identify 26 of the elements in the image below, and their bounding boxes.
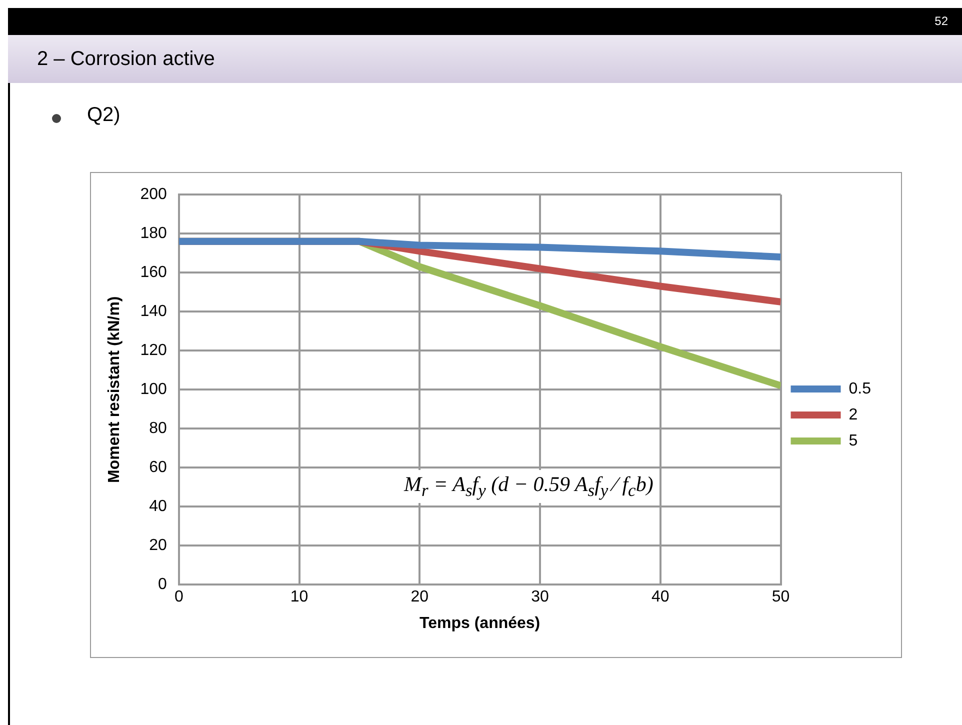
x-tick-label: 50 — [772, 588, 790, 606]
x-tick-label: 0 — [174, 588, 184, 606]
y-tick-label: 200 — [140, 186, 167, 204]
x-tick-label: 30 — [531, 588, 550, 606]
text: 52 — [934, 14, 948, 28]
y-tick-label: 100 — [140, 381, 167, 398]
y-tick-label: 80 — [149, 420, 167, 438]
y-axis-title: Moment resistant (kN/m) — [106, 296, 124, 483]
x-tick-label: 40 — [651, 588, 670, 606]
x-tick-label: 20 — [410, 588, 429, 606]
x-tick-label: 10 — [290, 588, 308, 606]
chart-title: 2 – Corrosion active — [37, 48, 215, 71]
y-tick-label: 40 — [149, 498, 167, 516]
legend-label: 5 — [848, 432, 858, 450]
text: M$_{r}$ = A$_{s}$f$_{y}$ (d − 0.59 A$_{s}$f$_{y}$ ⁄ f$_{c}$b) — [404, 472, 654, 500]
y-tick-label: 0 — [158, 576, 167, 594]
y-tick-label: 20 — [149, 537, 167, 554]
y-tick-label: 180 — [140, 225, 167, 242]
x-axis-title: Temps (années) — [420, 614, 540, 632]
chart-subtitle: Q2) — [87, 104, 120, 127]
y-tick-label: 60 — [149, 459, 167, 476]
y-tick-label: 160 — [140, 264, 167, 282]
legend-label: 0.5 — [848, 380, 872, 398]
y-tick-label: 140 — [140, 303, 167, 320]
y-tick-label: 120 — [140, 342, 167, 360]
legend-label: 2 — [848, 406, 858, 424]
